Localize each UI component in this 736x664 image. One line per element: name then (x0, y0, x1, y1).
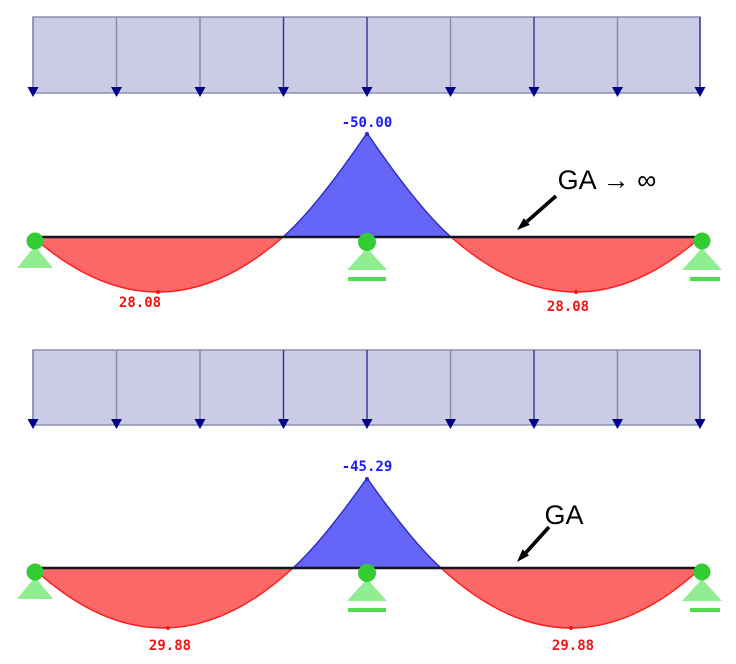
roller-support-center (347, 233, 387, 281)
load-arrowhead-icon (361, 419, 373, 429)
load-arrowhead-icon (528, 87, 540, 97)
support-triangle-icon (682, 579, 722, 601)
positive-moment-region-left (31, 567, 295, 629)
load-arrowhead-icon (278, 419, 289, 429)
positive-moment-region-right (439, 567, 703, 629)
load-arrowhead-icon (194, 419, 206, 429)
roller-support-right (682, 232, 722, 281)
pin-support-left (17, 232, 53, 268)
load-arrowhead-icon (528, 419, 540, 429)
negative-moment-region (281, 131, 453, 238)
right-span-moment-value: 29.88 (552, 638, 594, 654)
left-span-moment-value: 28.08 (119, 295, 161, 311)
support-node-icon (26, 232, 44, 250)
annotation-arrow-icon (517, 525, 551, 562)
diagram-shear-flexible: -45.29 29.88 29.88 GA (17, 349, 722, 654)
roller-support-center (347, 564, 387, 612)
support-triangle-icon (347, 579, 387, 601)
support-triangle-icon (17, 577, 53, 599)
annotation-arrow-icon (517, 194, 558, 230)
right-span-moment-value: 28.08 (547, 299, 589, 315)
annotation-ga-infinity: GA → ∞ (558, 165, 657, 195)
load-arrows (27, 17, 706, 97)
span-moment-marker (156, 290, 160, 294)
support-node-icon (26, 563, 44, 581)
support-node-icon (693, 563, 711, 581)
load-arrowhead-icon (612, 419, 623, 429)
negative-moment-region (291, 476, 443, 569)
support-node-icon (358, 564, 376, 582)
pin-support-left (17, 563, 53, 599)
load-arrows (27, 350, 706, 429)
span-moment-marker (166, 626, 170, 630)
load-arrowhead-icon (27, 87, 39, 97)
load-arrowhead-icon (27, 419, 39, 429)
load-arrowhead-icon (445, 87, 456, 97)
center-moment-value: -50.00 (342, 115, 393, 131)
annotation-ga: GA (544, 500, 583, 530)
support-node-icon (358, 233, 376, 251)
load-arrowhead-icon (194, 87, 206, 97)
positive-moment-region-right (449, 236, 703, 293)
center-moment-value: -45.29 (342, 459, 393, 475)
span-moment-marker (574, 290, 578, 294)
positive-moment-region-left (31, 236, 285, 293)
load-arrowhead-icon (278, 87, 289, 97)
load-arrowhead-icon (612, 87, 623, 97)
support-triangle-icon (17, 246, 53, 268)
peak-moment-marker (365, 477, 369, 481)
load-arrowhead-icon (694, 87, 706, 97)
left-span-moment-value: 29.88 (149, 638, 191, 654)
diagram-shear-rigid: -50.00 28.08 28.08 GA → ∞ (17, 16, 722, 315)
load-arrowhead-icon (111, 87, 122, 97)
support-node-icon (693, 232, 711, 250)
support-triangle-icon (347, 248, 387, 270)
peak-moment-marker (365, 132, 369, 136)
load-arrowhead-icon (445, 419, 456, 429)
load-arrowhead-icon (694, 419, 706, 429)
load-arrowhead-icon (111, 419, 122, 429)
support-triangle-icon (682, 248, 722, 270)
load-arrowhead-icon (361, 87, 373, 97)
roller-support-right (682, 563, 722, 612)
span-moment-marker (569, 626, 573, 630)
